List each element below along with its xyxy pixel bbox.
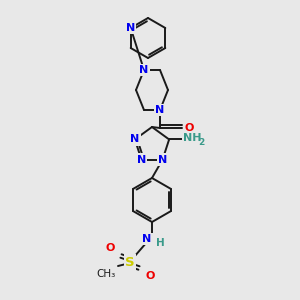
Text: N: N <box>158 154 167 165</box>
Text: N: N <box>126 23 135 33</box>
Text: N: N <box>140 65 148 75</box>
Text: O: O <box>145 271 155 281</box>
Text: CH₃: CH₃ <box>96 269 116 279</box>
Text: O: O <box>184 123 194 133</box>
Text: H: H <box>156 238 164 248</box>
Text: NH: NH <box>183 134 201 143</box>
Text: 2: 2 <box>198 138 204 147</box>
Text: N: N <box>155 105 165 115</box>
Text: O: O <box>105 243 115 253</box>
Text: N: N <box>137 154 146 165</box>
Text: N: N <box>130 134 140 144</box>
Text: S: S <box>125 256 135 268</box>
Text: N: N <box>142 234 152 244</box>
